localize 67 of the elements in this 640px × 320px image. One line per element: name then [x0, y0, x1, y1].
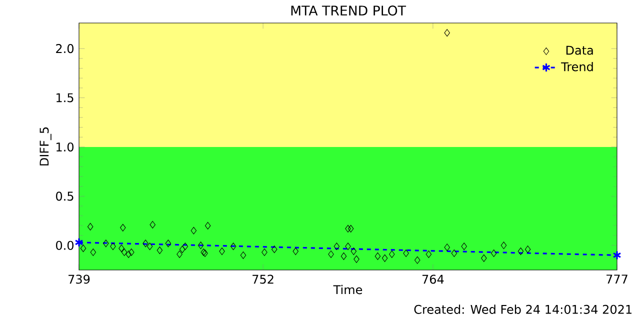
point	[165, 240, 172, 248]
point	[80, 244, 86, 252]
point	[150, 220, 156, 228]
point	[354, 255, 360, 263]
point	[524, 246, 531, 254]
point	[120, 224, 126, 232]
x-tick-label: 764	[422, 274, 444, 284]
point	[340, 252, 347, 260]
point	[126, 250, 132, 258]
point	[142, 240, 148, 248]
y-tick-label: 0.0	[56, 240, 74, 250]
point	[190, 226, 197, 234]
point	[179, 246, 186, 254]
y-tick-label: 2.0	[56, 44, 74, 54]
legend-label: Data	[566, 46, 593, 55]
point	[156, 246, 163, 254]
point	[374, 252, 381, 260]
point	[219, 248, 225, 256]
point	[272, 246, 278, 254]
y-tick-label: 1.5	[56, 93, 74, 102]
point	[490, 250, 497, 257]
point	[403, 250, 409, 257]
point	[176, 250, 182, 258]
point	[389, 250, 395, 258]
point	[612, 250, 622, 260]
point	[518, 248, 524, 256]
point	[500, 242, 507, 250]
x-tick-label: 752	[252, 274, 274, 284]
point	[426, 250, 432, 258]
x-tick-label: 777	[606, 274, 628, 284]
point	[444, 29, 450, 37]
point	[240, 251, 246, 259]
point	[345, 224, 351, 232]
x-axis-title: Time	[333, 284, 362, 294]
chart-title: MTA TREND PLOT	[291, 6, 406, 16]
point	[230, 242, 236, 250]
point	[110, 242, 116, 250]
point	[451, 250, 458, 257]
point	[204, 222, 211, 230]
point	[182, 242, 188, 250]
point	[262, 248, 268, 256]
point	[461, 242, 467, 250]
point	[348, 224, 354, 232]
point	[350, 248, 357, 256]
point	[345, 242, 351, 250]
point	[121, 248, 128, 256]
point	[198, 242, 204, 250]
point	[382, 254, 388, 262]
point	[128, 248, 134, 256]
point	[481, 254, 487, 262]
point	[87, 222, 94, 230]
x-tick-label: 739	[68, 274, 90, 284]
text: Created: Wed Feb 24 14:01:34 2021	[414, 304, 632, 314]
point	[146, 242, 153, 250]
point	[444, 244, 450, 252]
point	[334, 242, 340, 250]
point	[74, 238, 84, 248]
y-tick-label: 1.0	[56, 142, 74, 152]
point	[90, 248, 96, 256]
point	[118, 244, 124, 252]
point	[414, 256, 420, 264]
point	[328, 250, 334, 258]
y-axis-title: DIFF_5	[40, 127, 52, 166]
y-tick-label: 0.5	[56, 192, 74, 201]
point	[103, 240, 109, 248]
legend-label: Trend	[561, 62, 593, 72]
point	[292, 248, 298, 256]
